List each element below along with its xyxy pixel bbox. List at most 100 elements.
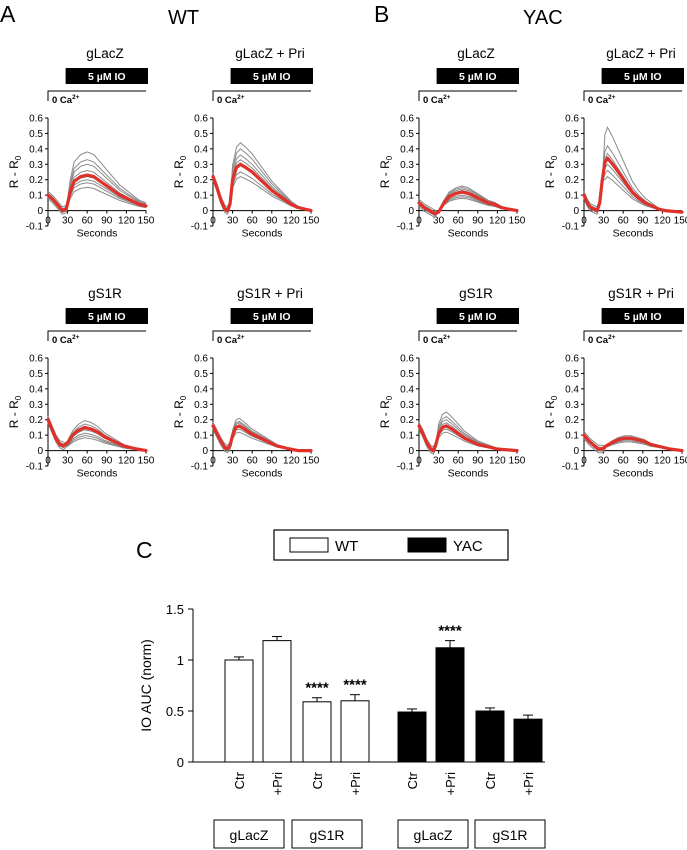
x-tick-label: 30: [598, 216, 610, 227]
y-tick-label: 0.6: [194, 354, 208, 365]
calcium-label: 0 Ca2+: [217, 334, 245, 346]
group-label-box: [291, 819, 363, 849]
x-tick-label: 120: [654, 456, 671, 467]
y-tick-label: 0.4: [400, 144, 414, 155]
x-tick-label: 60: [247, 456, 259, 467]
y-tick-label: -0.1: [191, 222, 209, 233]
calcium-label: 0 Ca2+: [217, 94, 245, 106]
x-tick-label: 90: [637, 216, 649, 227]
y-axis-label: R - R0: [7, 395, 23, 428]
y-axis-label: R - R0: [543, 395, 559, 428]
x-tick-label: 60: [453, 456, 465, 467]
y-tick-label: 0.3: [565, 400, 579, 411]
stimulus-label: 5 µM IO: [624, 311, 662, 323]
y-tick-label: 0.6: [194, 114, 208, 125]
bar-category-label: +Pri: [348, 772, 363, 796]
x-tick-label: 30: [598, 456, 610, 467]
bar-y-tick-label: 0.5: [166, 704, 184, 719]
y-tick-label: 0.2: [565, 175, 579, 186]
panel-a-letter: A: [0, 1, 16, 27]
y-tick-label: 0.1: [29, 431, 43, 442]
y-tick-label: 0.1: [194, 431, 208, 442]
group-label: gLacZ: [230, 827, 269, 843]
panel-title: gS1R: [88, 286, 122, 301]
group-title-wt: WT: [168, 7, 199, 29]
x-axis-label: Seconds: [448, 228, 489, 240]
bar-category-label: Ctr: [310, 771, 325, 789]
individual-trace: [418, 411, 518, 452]
bar-yac: [435, 647, 465, 763]
bar-category-label: +Pri: [443, 772, 458, 796]
mean-trace: [582, 433, 684, 453]
individual-trace: [212, 148, 312, 214]
bar-y-axis-label: IO AUC (norm): [138, 639, 154, 732]
calcium-label: 0 Ca2+: [423, 94, 451, 106]
y-tick-label: 0.5: [565, 129, 579, 140]
y-tick-label: 0.2: [400, 415, 414, 426]
x-tick-label: 60: [618, 216, 630, 227]
stimulus-label: 5 µM IO: [88, 71, 126, 83]
x-tick-label: 90: [472, 216, 484, 227]
y-axis-label-sub: 0: [550, 155, 559, 160]
y-tick-label: 0.4: [565, 384, 579, 395]
y-axis-label-sub: 0: [550, 395, 559, 400]
group-title-yac: YAC: [523, 7, 563, 29]
y-tick-label: 0.4: [29, 144, 43, 155]
x-tick-label: 120: [118, 456, 135, 467]
bar-yac: [513, 718, 543, 763]
y-tick-label: 0: [573, 206, 579, 217]
x-tick-label: 0: [210, 456, 216, 467]
mean-trace: [417, 424, 519, 453]
x-tick-label: 150: [509, 456, 526, 467]
y-tick-label: 0: [202, 206, 208, 217]
calcium-label: 0 Ca2+: [423, 334, 451, 346]
x-tick-label: 0: [581, 216, 587, 227]
y-tick-label: 0: [573, 446, 579, 457]
calcium-label: 0 Ca2+: [52, 334, 80, 346]
y-tick-label: 0.3: [29, 400, 43, 411]
y-tick-label: 0.5: [29, 369, 43, 380]
mean-trace: [417, 190, 519, 216]
group-label-box: [397, 819, 469, 849]
panel-b-letter: B: [374, 1, 389, 27]
x-tick-label: 30: [227, 216, 239, 227]
individual-trace: [47, 169, 147, 212]
x-tick-label: 30: [433, 456, 445, 467]
stimulus-bar: [601, 308, 684, 324]
x-tick-label: 0: [210, 216, 216, 227]
group-label: gLacZ: [414, 827, 453, 843]
y-tick-label: -0.1: [562, 222, 580, 233]
calcium-label-sup: 2+: [608, 94, 616, 101]
y-tick-label: 0.3: [194, 160, 208, 171]
panel-title: gS1R + Pri: [237, 286, 303, 301]
y-tick-label: -0.1: [191, 462, 209, 473]
y-axis-label-sub: 0: [14, 395, 23, 400]
stimulus-bar: [436, 308, 519, 324]
group-label-box: [213, 819, 285, 849]
y-tick-label: 0.1: [400, 431, 414, 442]
x-axis-label: Seconds: [77, 468, 118, 480]
y-tick-label: 0.5: [565, 369, 579, 380]
x-tick-label: 120: [283, 456, 300, 467]
y-tick-label: 0.6: [565, 114, 579, 125]
calcium-label-sup: 2+: [443, 334, 451, 341]
calcium-bracket: [583, 90, 682, 101]
x-tick-label: 30: [227, 456, 239, 467]
x-axis-label: Seconds: [242, 228, 283, 240]
bar-yac: [397, 711, 427, 763]
y-axis-label-sub: 0: [385, 395, 394, 400]
calcium-bracket: [212, 330, 311, 341]
stimulus-bar: [230, 308, 313, 324]
y-tick-label: 0.2: [29, 175, 43, 186]
bar-y-tick-label: 1.5: [166, 602, 184, 617]
x-tick-label: 120: [489, 216, 506, 227]
calcium-label: 0 Ca2+: [588, 334, 616, 346]
y-tick-label: 0.2: [29, 415, 43, 426]
x-tick-label: 150: [674, 216, 687, 227]
x-tick-label: 150: [674, 456, 687, 467]
